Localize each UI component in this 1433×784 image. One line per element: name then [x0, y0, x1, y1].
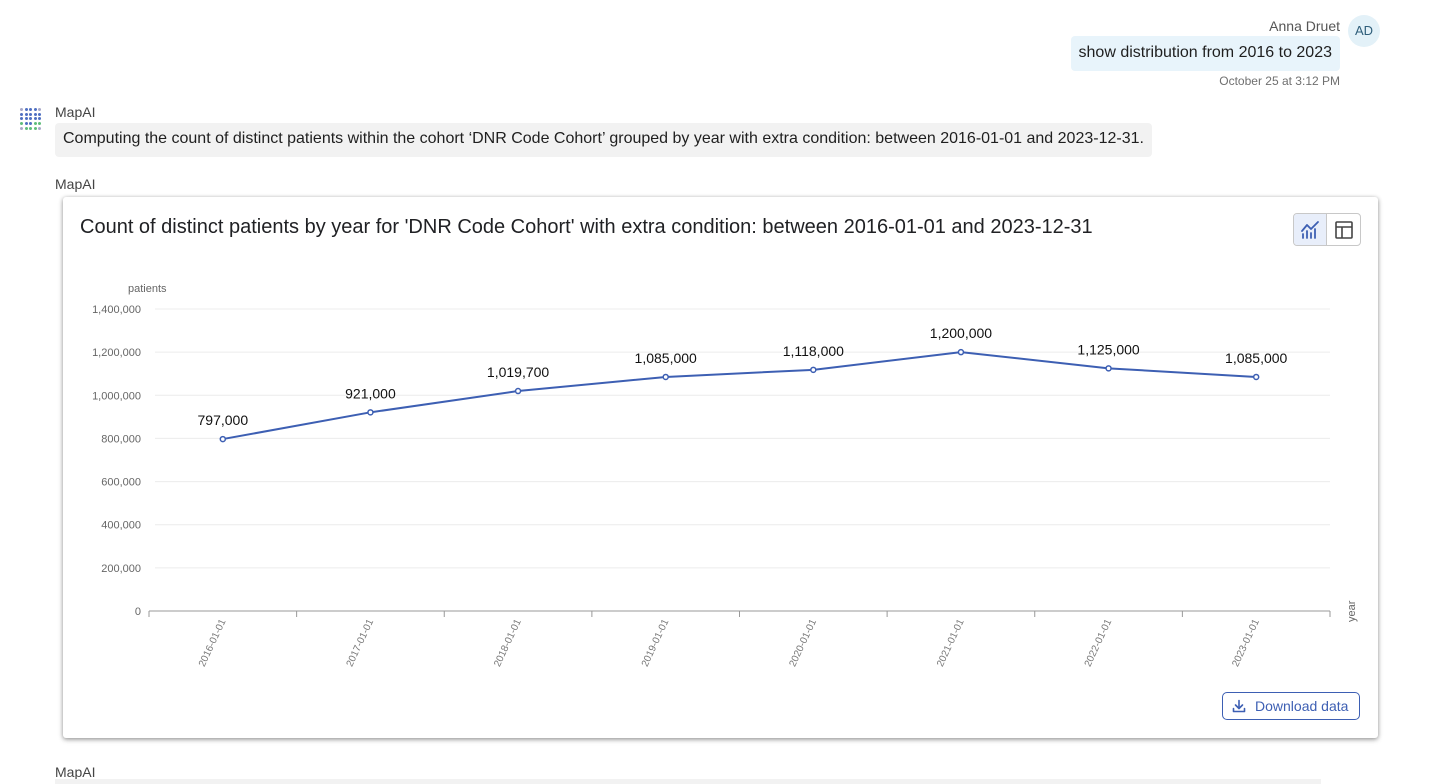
data-label: 1,125,000	[1077, 341, 1139, 357]
data-label: 921,000	[345, 385, 396, 401]
download-data-label: Download data	[1255, 698, 1349, 714]
bot-message-bubble: Computing the count of distinct patients…	[55, 123, 1152, 157]
data-point	[810, 366, 817, 374]
y-axis-title: patients	[128, 283, 167, 295]
table-view-button[interactable]	[1327, 214, 1360, 245]
download-icon	[1232, 699, 1246, 713]
download-data-button[interactable]: Download data	[1222, 692, 1361, 720]
y-tick-label: 200,000	[101, 563, 141, 575]
bot-sender-name: MapAI	[55, 104, 96, 120]
user-message-bubble: show distribution from 2016 to 2023	[1070, 36, 1340, 71]
data-point	[957, 348, 965, 356]
data-point	[514, 387, 522, 395]
data-point	[1105, 365, 1112, 372]
x-tick-label: 2022-01-01	[1083, 617, 1115, 668]
data-label: 1,085,000	[635, 350, 697, 366]
x-tick-label: 2018-01-01	[492, 617, 524, 668]
data-label: 1,019,700	[487, 364, 549, 380]
x-tick-label: 2020-01-01	[787, 617, 819, 668]
y-tick-label: 600,000	[101, 477, 141, 489]
x-tick-label: 2023-01-01	[1230, 617, 1262, 668]
user-name: Anna Druet	[1269, 18, 1340, 34]
x-tick-label: 2016-01-01	[197, 617, 229, 668]
y-tick-label: 400,000	[101, 520, 141, 532]
next-sender-name: MapAI	[55, 764, 96, 780]
y-tick-label: 0	[135, 606, 141, 618]
y-tick-label: 800,000	[101, 433, 141, 445]
next-message-bubble	[55, 779, 1321, 784]
series-line	[222, 351, 1257, 441]
user-message: Anna Druet show distribution from 2016 t…	[1070, 17, 1340, 88]
x-tick-label: 2017-01-01	[345, 617, 377, 668]
chart-sender-name: MapAI	[55, 176, 96, 192]
chart-title: Count of distinct patients by year for '…	[80, 216, 1093, 238]
y-tick-label: 1,000,000	[92, 390, 141, 402]
data-label: 1,118,000	[783, 343, 844, 359]
table-icon	[1334, 220, 1353, 239]
line-chart: patients year 0 200,000 400,000 600,000 800,…	[92, 283, 1358, 669]
line-chart-icon	[1301, 220, 1319, 239]
data-point	[219, 435, 227, 443]
data-point	[1252, 373, 1260, 381]
y-tick-label: 1,400,000	[92, 304, 141, 316]
data-label: 797,000	[198, 412, 249, 428]
x-tick-label: 2021-01-01	[935, 617, 967, 668]
data-point	[662, 373, 669, 381]
y-tick-label: 1,200,000	[92, 347, 141, 359]
chart-card: Count of distinct patients by year for '…	[63, 197, 1378, 738]
line-chart-view-button[interactable]	[1294, 214, 1327, 245]
x-tick-label: 2019-01-01	[640, 617, 672, 668]
data-label: 1,200,000	[930, 325, 992, 341]
message-timestamp: October 25 at 3:12 PM	[1219, 74, 1340, 88]
data-label: 1,085,000	[1225, 350, 1287, 366]
x-axis-title: year	[1346, 600, 1358, 622]
avatar: AD	[1348, 15, 1380, 47]
mapai-logo-icon	[20, 108, 42, 130]
view-toggle	[1293, 213, 1361, 246]
data-point	[367, 409, 374, 416]
